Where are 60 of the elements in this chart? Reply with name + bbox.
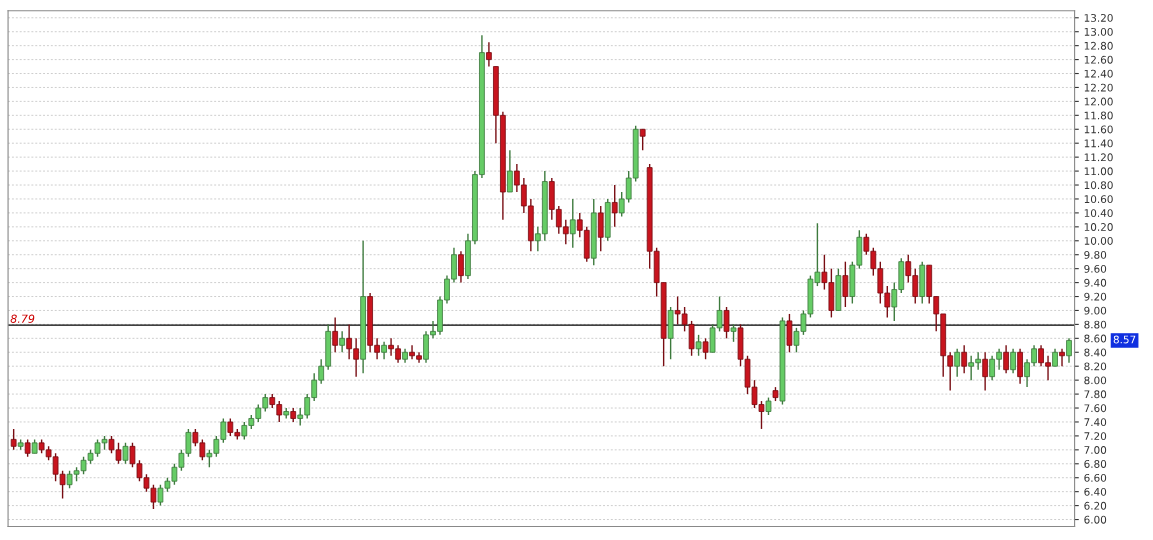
y-tick-label: 12.60	[1084, 55, 1113, 64]
candlestick	[339, 330, 346, 353]
candlestick	[639, 128, 646, 151]
y-tick-label: 6.40	[1084, 487, 1107, 496]
candlestick	[486, 41, 492, 68]
y-tick-label: 6.20	[1084, 501, 1107, 510]
candlestick	[10, 428, 17, 451]
y-tick-label: 7.40	[1084, 418, 1107, 427]
y-tick-label: 9.80	[1084, 250, 1107, 259]
y-tick-label: 9.40	[1084, 278, 1107, 287]
y-tick-label: 6.00	[1084, 515, 1107, 524]
y-tick-label: 11.00	[1084, 167, 1113, 176]
y-tick-label: 7.00	[1084, 446, 1107, 454]
candlestick	[122, 442, 129, 465]
candlestick	[961, 344, 968, 374]
candlestick	[569, 198, 576, 249]
y-tick-label: 13.00	[1084, 27, 1113, 36]
y-tick-label: 10.00	[1084, 237, 1113, 245]
y-tick-label: 7.60	[1084, 404, 1107, 413]
y-tick-label: 10.20	[1084, 223, 1113, 231]
y-tick-label: 12.00	[1084, 97, 1113, 106]
candlestick	[332, 316, 339, 353]
candlestick	[982, 351, 988, 392]
text: 8.57	[1113, 335, 1136, 344]
y-tick-label: 9.60	[1084, 264, 1107, 273]
y-tick-label: 10.40	[1084, 209, 1113, 217]
y-tick-label: 9.00	[1084, 306, 1107, 315]
ref-line-label: 8.79	[10, 314, 35, 323]
candlestick	[1059, 348, 1065, 367]
candlestick	[611, 184, 618, 228]
y-tick-label: 10.80	[1084, 181, 1113, 190]
y-tick-label: 11.80	[1084, 111, 1113, 120]
candlestick	[1010, 348, 1016, 374]
candlestick	[723, 306, 730, 340]
y-tick-label: 13.20	[1084, 14, 1113, 22]
candlestick	[1066, 337, 1072, 364]
y-tick-label: 11.20	[1084, 153, 1113, 162]
y-tick-label: 8.60	[1084, 334, 1107, 343]
candlestick	[507, 149, 513, 193]
y-tick-label: 11.40	[1084, 139, 1113, 148]
y-tick-label: 6.60	[1084, 473, 1107, 482]
y-tick-label: 9.20	[1084, 292, 1107, 301]
y-tick-label: 6.80	[1084, 460, 1107, 468]
candlestick	[458, 250, 464, 284]
y-tick-label: 8.80	[1084, 320, 1107, 329]
y-tick-label: 8.00	[1084, 376, 1107, 385]
candlestick	[842, 260, 849, 308]
y-tick-label: 8.20	[1084, 362, 1107, 371]
candlestick	[695, 334, 702, 357]
y-tick-label: 7.20	[1084, 432, 1107, 441]
y-tick-label: 12.80	[1084, 41, 1113, 50]
y-tick-label: 10.60	[1084, 195, 1113, 204]
y-tick-label: 12.20	[1084, 83, 1113, 92]
y-tick-label: 12.40	[1084, 69, 1113, 78]
candlestick	[702, 337, 709, 360]
candlestick	[1003, 344, 1009, 374]
candlestick	[954, 348, 961, 378]
y-tick-label: 7.80	[1084, 390, 1107, 399]
y-tick-label: 11.60	[1084, 125, 1113, 134]
y-tick-label: 8.40	[1084, 348, 1107, 357]
